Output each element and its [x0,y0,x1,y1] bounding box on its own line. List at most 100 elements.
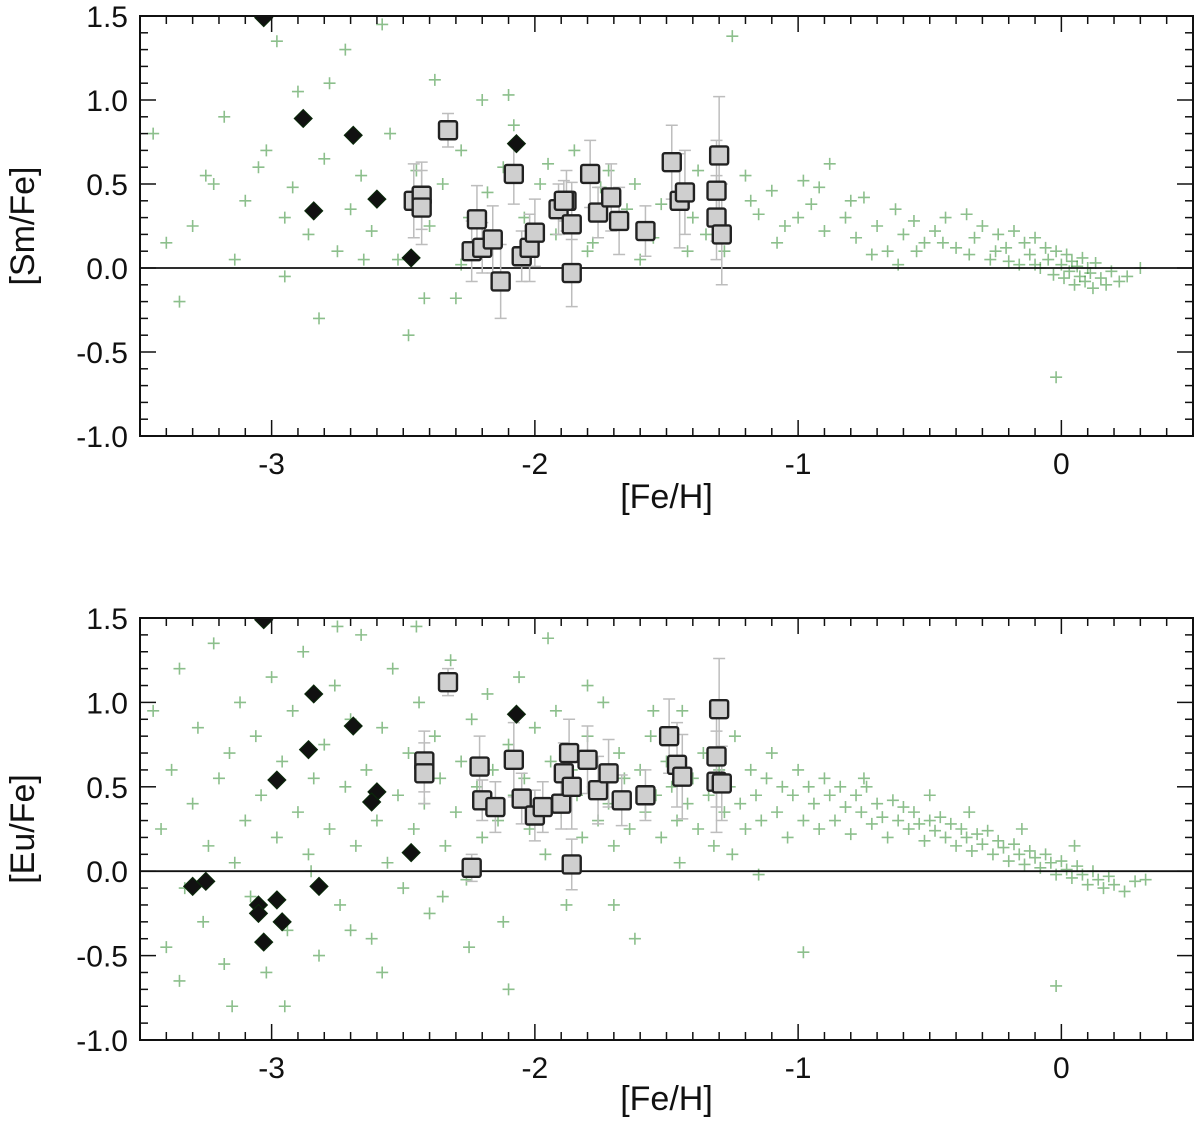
sm-fe-field-star-marker [376,18,389,31]
eu-fe-field-star-marker [755,814,768,827]
eu-fe-field-star-marker [1023,844,1036,857]
eu-fe-square-marker [598,763,619,784]
eu-fe-field-star-marker [797,814,810,827]
eu-fe-field-star-marker [781,831,794,844]
eu-fe-diamond-marker [304,684,324,704]
eu-fe-field-star-marker [528,721,541,734]
eu-fe-field-star-marker [397,882,410,895]
eu-fe-field-star-marker [544,755,557,768]
eu-fe-frame [139,617,1194,1041]
eu-fe-field-star-marker [1044,856,1057,869]
sm-fe-field-star-marker [850,231,863,244]
sm-fe-diamond-marker [343,125,363,145]
sm-fe-field-star-marker [752,208,765,221]
sm-fe-field-star-marker [173,295,186,308]
eu-fe-field-star-marker [802,780,815,793]
eu-fe-field-star-marker [844,828,857,841]
sm-fe-field-star-marker [365,225,378,238]
eu-fe-square-marker [711,773,732,794]
sm-fe-field-star-marker [228,253,241,266]
eu-fe-square-marker [561,776,582,797]
eu-fe-field-star-marker [173,662,186,675]
sm-fe-field-star-marker [765,184,778,197]
eu-fe-field-star-marker [897,801,910,814]
eu-fe-diamond-marker [272,912,292,932]
sm-fe-field-star-marker [839,211,852,224]
sm-fe-square-marker [708,145,730,166]
sm-fe-field-star-marker [897,228,910,241]
eu-fe-field-star-marker [881,831,894,844]
sm-fe-diamond-marker [506,133,527,154]
eu-fe-xtick-label: -3 [258,1052,285,1085]
sm-fe-field-star-marker [699,228,712,241]
sm-fe-diamond-marker [293,108,313,129]
sm-fe-field-star-marker [686,211,699,224]
eu-fe-field-star-marker [212,772,225,785]
eu-fe-field-star-marker [402,747,415,760]
eu-fe-field-star-marker [407,823,420,835]
eu-fe-field-star-marker [331,620,344,633]
eu-fe-field-star-marker [328,679,341,692]
eu-fe-field-star-marker [207,637,220,650]
sm-fe-field-star-marker [871,220,884,232]
eu-fe-field-star-marker [718,806,731,819]
eu-fe-field-star-marker [355,628,368,641]
eu-fe-field-star-marker [376,721,389,734]
eu-fe-field-star-marker [476,831,489,844]
eu-fe-field-star-marker [786,789,799,802]
sm-fe-field-star-marker [1018,236,1031,249]
sm-fe-field-star-marker [331,245,344,258]
eu-fe-field-star-marker [244,890,257,903]
eu-fe-field-star-marker [1065,871,1078,884]
eu-fe-field-star-marker [1060,863,1073,876]
eu-fe-field-star-marker [1081,878,1094,891]
eu-fe-diamond-marker [254,618,274,630]
eu-fe-field-star-marker [218,958,231,971]
sm-fe-field-star-marker [823,157,836,170]
sm-fe-field-star-marker [302,228,315,241]
sm-fe-square-marker [561,214,582,235]
eu-fe-field-star-marker [1002,855,1015,868]
eu-fe-field-star-marker [726,848,739,861]
sm-fe-field-star-marker [291,85,304,98]
eu-fe-ytick-label: 0.0 [86,856,128,889]
sm-fe-field-star-marker [739,169,752,182]
eu-fe-diamond-marker [506,704,527,724]
eu-fe-field-star-marker [1015,823,1028,835]
sm-fe-field-star-marker [771,236,784,249]
sm-fe-field-star-marker [968,231,981,244]
eu-fe-field-star-marker [939,831,952,844]
sm-fe-frame [139,15,1194,437]
eu-fe-field-star-marker [644,730,657,743]
eu-fe-field-star-marker [234,696,247,709]
eu-fe-field-star-marker [542,632,555,645]
sm-fe-field-star-marker [805,198,818,211]
eu-fe-panel: -3 -2 -1 0 -1.0 -0.5 0.0 0.5 1.0 1.5 [Fe/H] [Eu/Fe] [4,603,1194,1118]
sm-fe-field-star-marker [1113,275,1126,288]
sm-fe-y-axis-title: [Sm/Fe] [4,166,42,285]
sm-fe-square-marker [437,120,459,141]
eu-fe-field-star-marker [423,907,436,920]
eu-fe-square-marker [558,742,580,764]
sm-fe-field-star-marker [1079,275,1092,288]
sm-fe-field-star-marker [655,198,668,211]
eu-fe-field-star-marker [313,949,326,962]
eu-fe-field-star-marker [618,772,631,785]
eu-fe-field-star-marker [1092,873,1105,886]
eu-fe-field-star-marker [771,806,784,819]
eu-fe-field-star-marker [1018,858,1031,871]
eu-fe-ytick-label: -0.5 [76,941,128,974]
eu-fe-xtick-label: -2 [522,1052,549,1085]
sm-fe-field-star-marker [1068,278,1081,291]
sm-fe-field-star-marker [449,292,462,305]
sm-fe-ytick-label: -1.0 [76,421,128,454]
eu-fe-field-star-marker [226,1000,239,1013]
eu-fe-field-star-marker [739,823,752,835]
eu-fe-field-star-marker [165,763,178,776]
sm-fe-field-star-marker [797,174,810,187]
sm-fe-field-star-marker [207,178,220,190]
sm-fe-field-star-marker [1071,260,1084,273]
sm-fe-square-marker [706,180,727,201]
sm-fe-field-star-marker [542,157,555,170]
sm-fe-field-star-marker [534,178,547,190]
